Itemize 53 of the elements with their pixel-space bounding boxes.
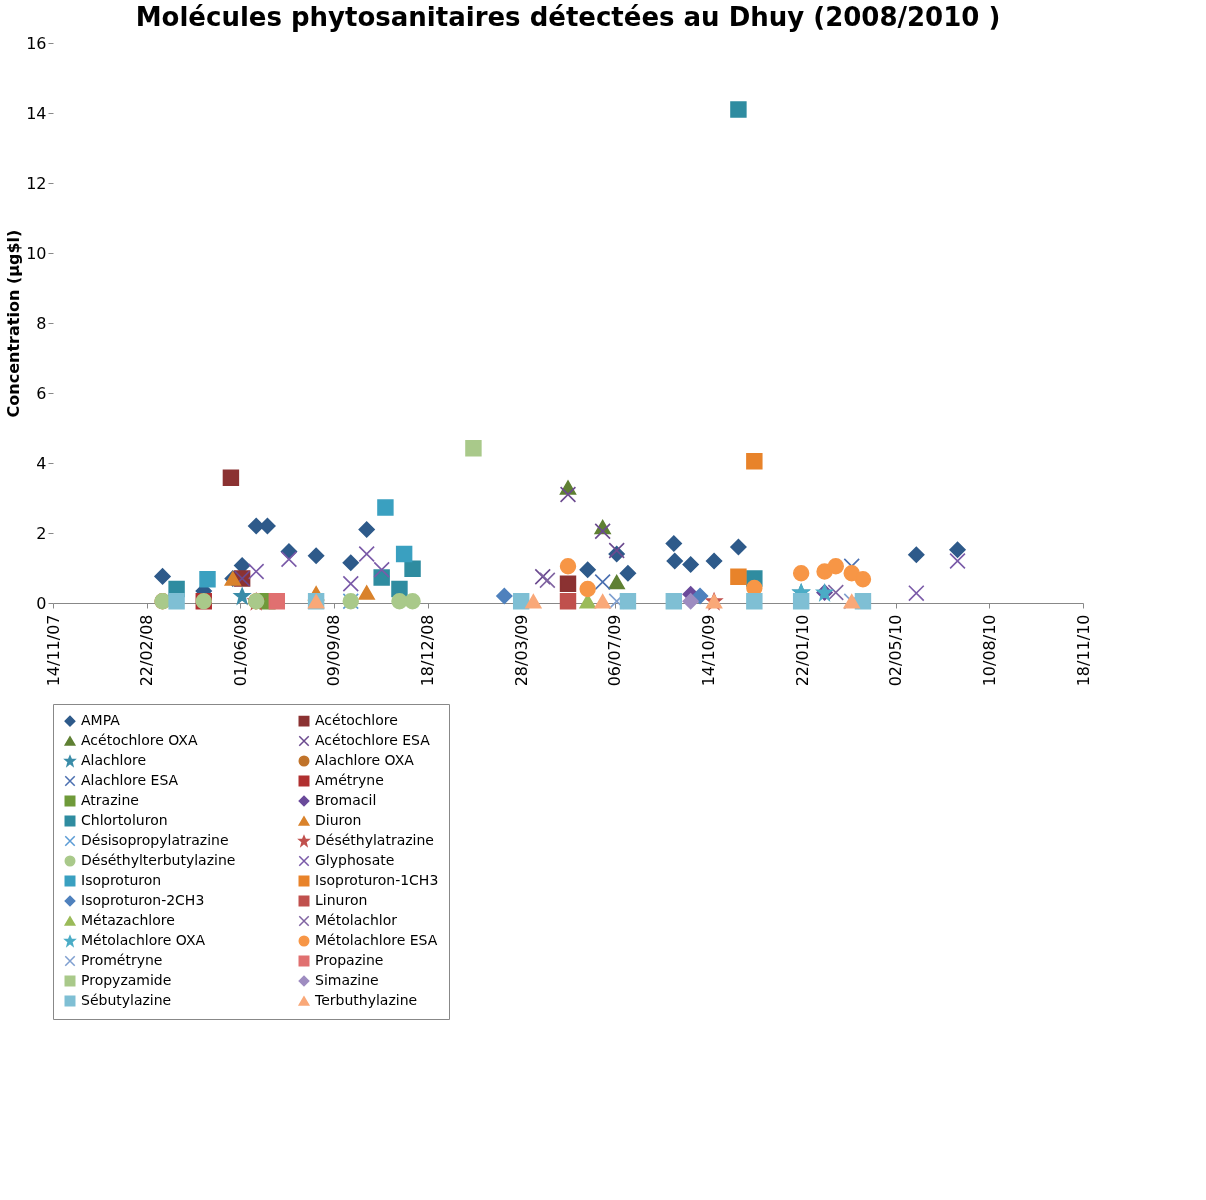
legend-label: Métolachlore OXA (81, 932, 206, 948)
x-tick-label: 01/06/08 (230, 614, 250, 687)
x-tick-label: 18/12/08 (418, 614, 438, 687)
legend-label: AMPA (81, 712, 121, 729)
legend-label: Alachlore OXA (315, 752, 415, 768)
y-tick-label: 0 (36, 593, 47, 613)
legend-label: Déséthylatrazine (315, 832, 434, 848)
y-tick-label: 12 (26, 173, 47, 193)
y-tick-label: 2 (36, 523, 47, 543)
legend-label: Isoproturon (81, 872, 162, 888)
legend-label: Désisopropylatrazine (81, 832, 229, 848)
legend-label: Isoproturon-1CH3 (315, 872, 439, 888)
legend-label: Bromacil (315, 792, 377, 808)
legend-label: Simazine (315, 972, 379, 988)
y-axis-title: Concentration (µg$l) (4, 229, 24, 418)
y-tick-label: 16 (26, 33, 47, 53)
legend-label: Sébutylazine (81, 992, 172, 1008)
legend-label: Alachlore ESA (81, 772, 179, 788)
x-tick-label: 28/03/09 (511, 614, 531, 687)
x-tick-label: 22/02/08 (137, 614, 157, 687)
x-tick-label: 06/07/09 (605, 614, 625, 687)
legend-label: Linuron (315, 892, 368, 908)
y-tick-label: 14 (26, 103, 47, 123)
y-tick-label: 4 (36, 453, 47, 473)
y-tick-label: 10 (26, 243, 47, 263)
legend-label: Terbuthylazine (314, 992, 418, 1008)
x-tick-label: 22/01/10 (792, 614, 812, 687)
legend-label: Métazachlore (81, 912, 175, 928)
x-tick-label: 18/11/10 (1073, 614, 1093, 687)
legend-label: Métolachlor (315, 912, 398, 928)
x-tick-label: 14/11/07 (43, 614, 63, 687)
legend-label: Diuron (315, 812, 362, 828)
legend-label: Alachlore (81, 752, 147, 768)
y-tick-label: 8 (36, 313, 47, 333)
legend-label: Propazine (315, 952, 384, 968)
legend-label: Glyphosate (315, 852, 395, 868)
legend-label: Déséthylterbutylazine (81, 852, 236, 868)
x-tick-label: 10/08/10 (979, 614, 999, 687)
legend-label: Acétochlore ESA (315, 732, 431, 748)
legend-label: Prométryne (81, 952, 163, 968)
legend-label: Isoproturon-2CH3 (81, 892, 205, 908)
legend-label: Amétryne (315, 772, 384, 788)
legend-label: Acétochlore (315, 712, 398, 729)
y-tick-label: 6 (36, 383, 47, 403)
legend-label: Chlortoluron (81, 812, 168, 828)
x-tick-label: 09/09/08 (324, 614, 344, 687)
legend-label: Acétochlore OXA (81, 732, 198, 748)
x-tick-label: 14/10/09 (698, 614, 718, 687)
x-tick-label: 02/05/10 (886, 614, 906, 687)
legend-label: Propyzamide (81, 972, 172, 988)
legend-label: Atrazine (81, 792, 139, 808)
chart-title: Molécules phytosanitaires détectées au Dhuy (2008/2010 ) (135, 2, 1001, 32)
legend-label: Métolachlore ESA (315, 932, 438, 948)
